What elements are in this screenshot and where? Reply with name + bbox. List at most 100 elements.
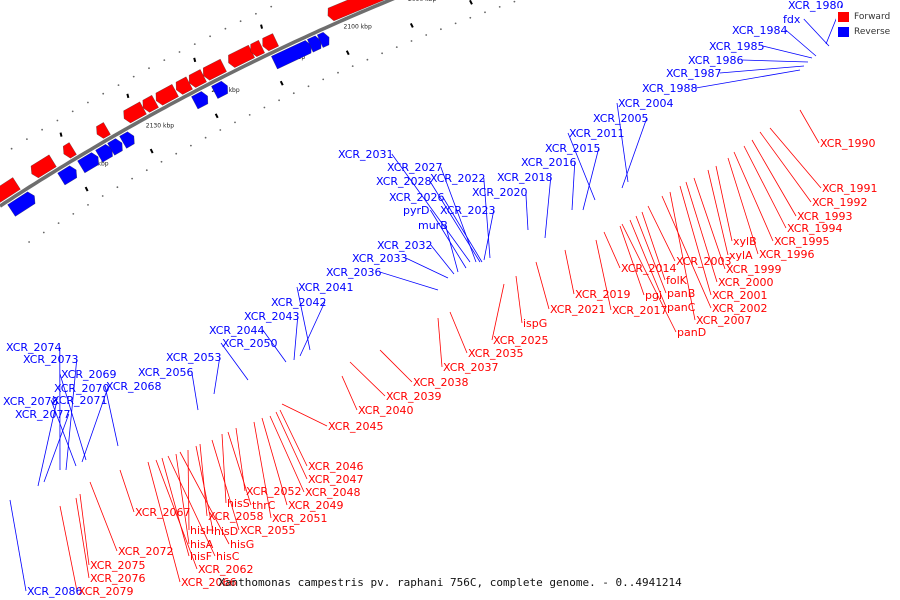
reverse-leader-line [65,358,78,471]
reverse-gene-label: XCR_2073 [23,353,79,366]
reverse-gene-label: XCR_2028 [376,175,432,188]
reverse-gene-arrow [317,32,330,48]
tick-label: 2130 kbp [146,122,174,129]
reverse-gene-label: XCR_2078 [3,395,59,408]
forward-leader-line [621,223,677,333]
reverse-gene-label: XCR_2056 [138,366,194,379]
track-dot [410,40,413,42]
tick-mark [214,113,219,119]
forward-gene-arrow [0,177,21,203]
reverse-leader-line [762,45,813,59]
forward-gene-label: hisA [190,538,214,551]
track-dot [224,27,227,30]
reverse-leader-line [50,399,77,467]
reverse-leader-line [719,65,805,74]
reverse-gene-label: XCR_2036 [326,266,382,279]
forward-leader-line [603,231,621,269]
forward-gene-label: XCR_1993 [797,210,853,223]
track-dot [239,20,242,23]
forward-gene-label: XCR_2039 [386,390,442,403]
reverse-leader-line [442,196,483,263]
reverse-leader-line [43,413,70,483]
track-dot [101,195,104,197]
reverse-gene-label: fdx [783,13,801,26]
reverse-gene-arrow [307,35,322,53]
forward-gene-label: XCR_2047 [308,473,364,486]
reverse-gene-label: XCR_2069 [61,368,117,381]
reverse-leader-line [483,209,495,261]
reverse-gene-arrow [7,191,36,217]
reverse-leader-line [405,257,449,279]
track-dot [263,106,266,109]
track-dot [148,67,150,70]
reverse-gene-label: murB [418,219,448,232]
track-dot [175,152,178,155]
reverse-gene-label: XCR_2027 [387,161,443,174]
forward-gene-label: XCR_2037 [443,361,499,374]
track-dot [116,186,119,189]
forward-leader-line [661,195,712,309]
reverse-gene-label: XCR_2016 [521,156,577,169]
reverse-gene-label: XCR_2042 [271,296,327,309]
reverse-gene-label: XCR_2020 [472,186,528,199]
track-dot [366,58,369,61]
track-dot [381,52,383,55]
forward-leader-line [679,185,712,296]
reverse-gene-arrow [211,80,228,99]
track-dot [498,6,501,8]
track-dot [102,92,105,95]
track-dot [204,136,207,139]
forward-gene-label: XCR_2076 [90,572,146,585]
forward-gene-label: xylA [729,249,753,262]
track-dot [87,101,89,104]
forward-leader-line [59,505,78,592]
track-dot [42,231,45,234]
reverse-gene-label: XCR_2022 [430,172,486,185]
reverse-leader-line [483,177,491,259]
track-dot [145,169,148,172]
reverse-leader-line [430,209,467,269]
forward-leader-line [187,449,190,531]
forward-leader-line [685,181,718,283]
legend-forward-label: Forward [854,12,891,22]
forward-leader-line [629,219,667,308]
reverse-gene-arrow [191,91,209,110]
reverse-gene-label: XCR_2031 [338,148,394,161]
forward-leader-line [733,151,774,242]
reverse-gene-label: XCR_1987 [666,67,722,80]
reverse-leader-line [379,271,439,291]
forward-gene-label: hisD [214,525,238,538]
forward-leader-line [175,453,190,545]
forward-leader-line [167,455,216,557]
forward-gene-arrow [30,154,57,179]
track-dot [10,147,13,150]
forward-gene-label: XCR_2052 [246,485,302,498]
track-dot [41,128,43,131]
forward-leader-line [279,409,308,467]
reverse-gene-label: XCR_2004 [618,97,674,110]
reverse-leader-line [37,400,58,487]
forward-gene-label: XCR_2002 [712,302,768,315]
track-dot [322,78,325,81]
track-dot [454,22,457,25]
reverse-gene-label: XCR_1985 [709,40,765,53]
reverse-gene-label: XCR_2086 [27,585,83,598]
forward-swatch-icon [838,12,849,22]
forward-gene-label: XCR_2045 [328,420,384,433]
reverse-leader-line [803,18,830,47]
reverse-gene-label: XCR_2026 [389,191,445,204]
reverse-gene-label: XCR_2050 [222,337,278,350]
reverse-leader-line [220,342,249,381]
forward-gene-label: XCR_2038 [413,376,469,389]
tick-mark [193,57,197,63]
reverse-gene-label: XCR_2041 [298,281,354,294]
forward-leader-line [349,361,386,397]
tick-label: 2100 kbp [344,23,372,30]
forward-gene-label: thrC [252,499,276,512]
track-dot [193,43,196,45]
legend: Forward Reverse [836,8,898,42]
track-dot [469,16,472,19]
forward-gene-label: XCR_2003 [676,255,732,268]
forward-gene-label: XCR_2035 [468,347,524,360]
forward-leader-line [641,211,666,281]
